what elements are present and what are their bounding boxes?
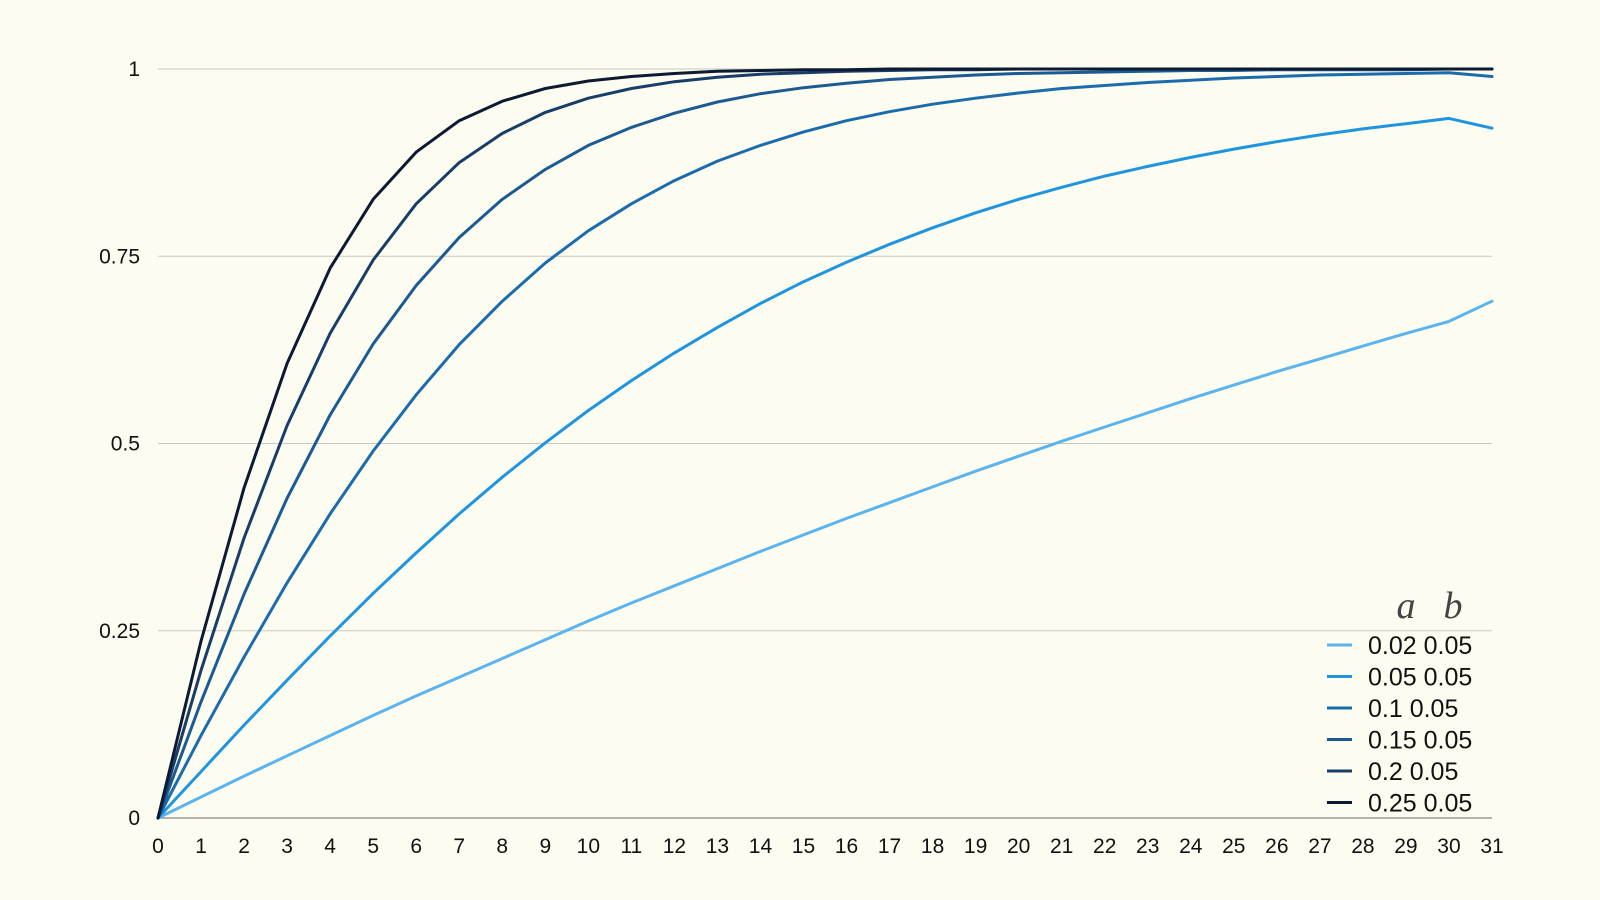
- series-line-1: [156, 299, 1494, 820]
- x-tick-label: 4: [324, 835, 336, 858]
- y-tick-label: 0: [128, 807, 140, 830]
- x-tick-label: 1: [195, 835, 207, 858]
- legend-label-4: 0.15 0.05: [1368, 727, 1472, 755]
- legend: a b 0.02 0.05 0.05 0.05 0.1 0.05 0.15 0.05 0…: [1327, 585, 1472, 818]
- x-tick-label: 11: [620, 835, 642, 858]
- series-line-3: [156, 71, 1494, 820]
- x-tick-label: 6: [410, 835, 422, 858]
- legend-label-5: 0.2 0.05: [1368, 758, 1458, 786]
- y-tick-label: 0.5: [111, 433, 140, 456]
- x-tick-label: 27: [1308, 835, 1331, 858]
- x-tick-label: 15: [792, 835, 815, 858]
- x-tick-label: 3: [281, 835, 293, 858]
- x-tick-label: 31: [1480, 835, 1503, 858]
- x-tick-label: 29: [1394, 835, 1417, 858]
- legend-label-6: 0.25 0.05: [1368, 790, 1472, 818]
- x-tick-label: 18: [921, 835, 944, 858]
- x-tick-label: 17: [878, 835, 901, 858]
- x-tick-label: 26: [1265, 835, 1288, 858]
- legend-label-1: 0.02 0.05: [1368, 632, 1472, 660]
- y-tick-label: 0.25: [99, 620, 140, 643]
- x-tick-label: 9: [539, 835, 551, 858]
- x-tick-label: 7: [453, 835, 465, 858]
- x-tick-label: 13: [706, 835, 729, 858]
- x-tick-label: 24: [1179, 835, 1203, 858]
- x-tick-label: 10: [577, 835, 600, 858]
- legend-header-b: b: [1444, 585, 1463, 627]
- x-tick-label: 22: [1093, 835, 1116, 858]
- x-tick-label: 19: [964, 835, 987, 858]
- x-tick-label: 2: [238, 835, 250, 858]
- x-tick-label: 16: [835, 835, 858, 858]
- x-tick-label: 8: [496, 835, 508, 858]
- legend-header-a: a: [1397, 585, 1416, 627]
- x-tick-label: 25: [1222, 835, 1245, 858]
- series-lines: [156, 67, 1494, 820]
- y-tick-label: 0.75: [99, 245, 140, 268]
- legend-label-3: 0.1 0.05: [1368, 695, 1458, 723]
- legend-label-2: 0.05 0.05: [1368, 664, 1472, 692]
- x-tick-label: 30: [1437, 835, 1460, 858]
- x-tick-label: 12: [663, 835, 686, 858]
- x-tick-label: 0: [152, 835, 164, 858]
- x-tick-label: 21: [1050, 835, 1073, 858]
- y-tick-label: 1: [128, 58, 140, 81]
- grid-lines: [158, 68, 1492, 632]
- series-line-2: [156, 116, 1494, 820]
- x-tick-label: 20: [1007, 835, 1030, 858]
- x-tick-label: 28: [1351, 835, 1374, 858]
- x-tick-label: 5: [367, 835, 379, 858]
- series-line-6: [156, 67, 1494, 820]
- x-tick-label: 14: [749, 835, 773, 858]
- x-tick-label: 23: [1136, 835, 1159, 858]
